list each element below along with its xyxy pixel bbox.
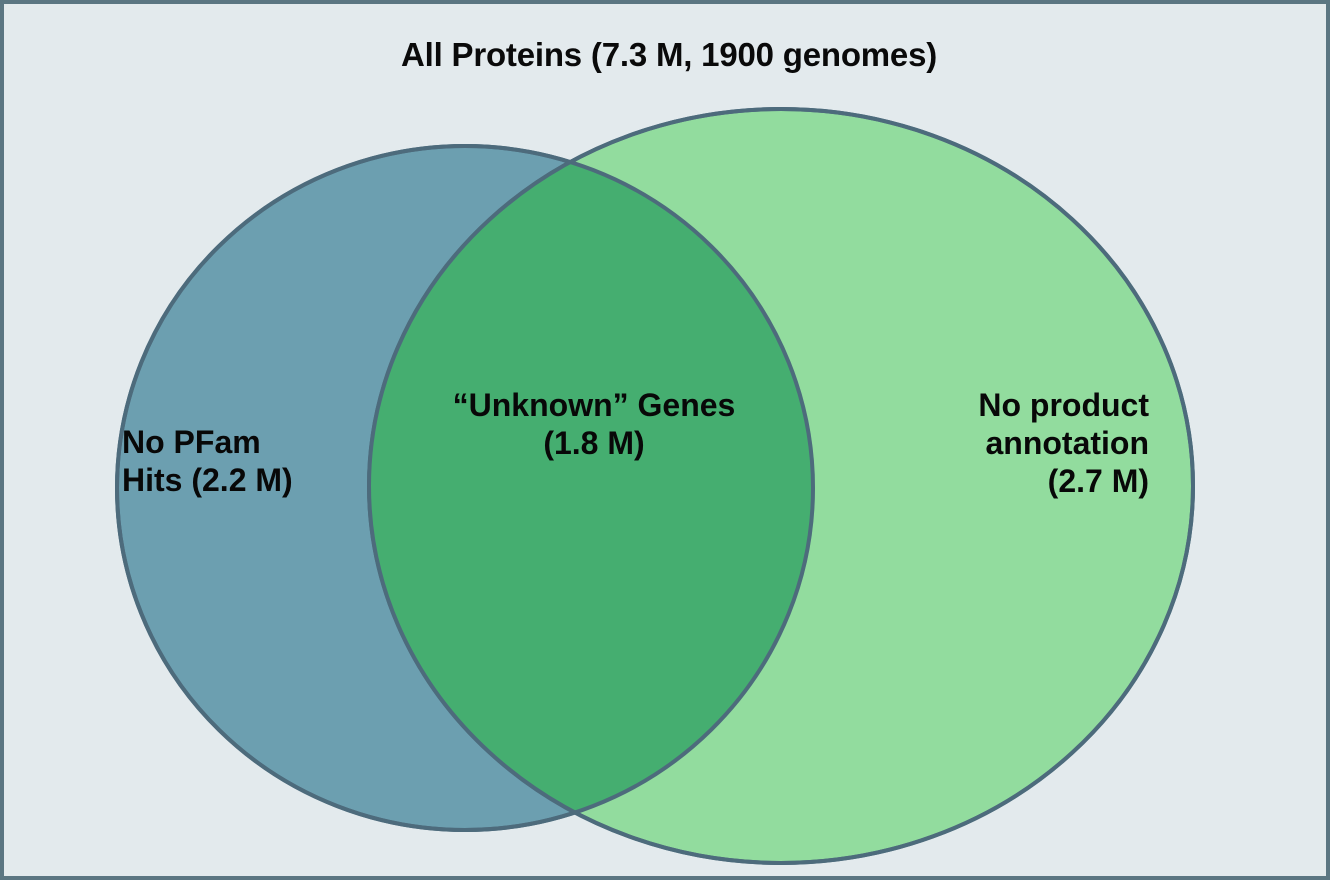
venn-circle-left-outline	[115, 144, 815, 832]
venn-circle-right-outline	[367, 107, 1195, 865]
venn-label-left: No PFam Hits (2.2 M)	[122, 424, 293, 498]
venn-diagram-canvas	[115, 107, 1195, 865]
venn-intersection-region	[369, 146, 813, 830]
venn-label-right: No product annotation (2.7 M)	[978, 387, 1149, 499]
venn-label-intersection: “Unknown” Genes (1.8 M)	[452, 387, 736, 461]
figure-title: All Proteins (7.3 M, 1900 genomes)	[400, 36, 938, 73]
